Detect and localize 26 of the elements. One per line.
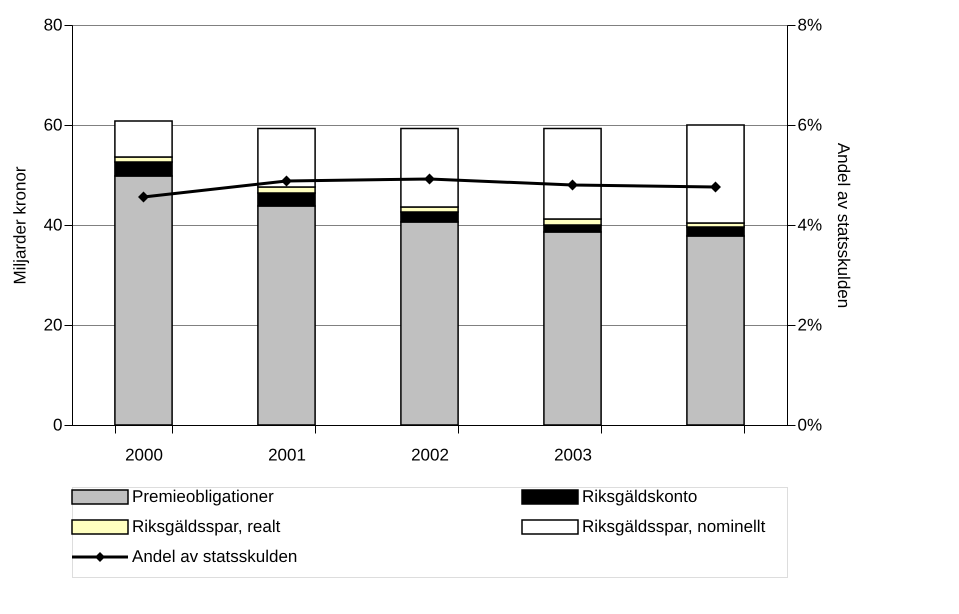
point — [710, 182, 721, 192]
y2-tick-label: 6% — [798, 116, 822, 134]
y2-axis-title: Andel av statsskulden — [834, 142, 854, 308]
y-tick-label: 20 — [44, 316, 62, 334]
legend-label: Riksgäldsspar, nominellt — [582, 517, 766, 536]
y2-tick-label: 4% — [798, 216, 822, 234]
legend-label: Andel av statsskulden — [132, 547, 298, 566]
point — [567, 180, 578, 190]
y-tick-label: 40 — [44, 216, 62, 234]
y-tick-label: 0 — [53, 416, 62, 434]
point — [281, 176, 292, 186]
point — [138, 192, 149, 202]
y2-tick-label: 0% — [798, 416, 822, 434]
legend-label: Riksgäldsspar, realt — [132, 517, 281, 536]
point — [424, 174, 435, 184]
legend-label: Riksgäldskonto — [582, 487, 698, 506]
y-tick-label: 60 — [44, 116, 62, 134]
y-tick-label: 80 — [44, 16, 62, 34]
x-tick-label: 2001 — [268, 446, 306, 464]
y-axis-title: Miljarder kronor — [10, 166, 30, 285]
y2-tick-label: 2% — [798, 316, 822, 334]
y2-tick-label: 8% — [798, 16, 822, 34]
x-tick-label: 2003 — [554, 446, 592, 464]
x-tick-label: 2002 — [411, 446, 449, 464]
x-tick-label: 2000 — [125, 446, 163, 464]
legend-label: Premieobligationer — [132, 487, 274, 506]
